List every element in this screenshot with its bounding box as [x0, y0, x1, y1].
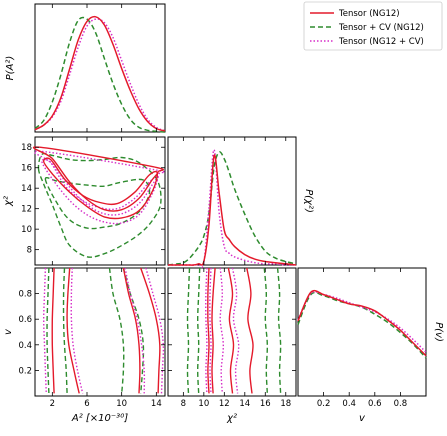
x-tick-label-chi2-3: 14 [239, 399, 250, 409]
contour-A2-v-ng12-1 [122, 267, 141, 394]
axis-label-v-x: v [359, 413, 366, 424]
contour-chi2-v-ng12-cv-3 [231, 267, 240, 394]
contour-A2-v-ng12-cv-0 [70, 267, 84, 394]
x-tick-label-A2-0: 2 [50, 399, 55, 409]
axis-label-A2-x: A² [×10⁻³⁰] [71, 413, 128, 424]
axis-label-P-chi2: P(χ²) [303, 189, 314, 213]
x-tick-label-A2-2: 10 [116, 399, 127, 409]
contour-A2-v-ng12-0 [66, 267, 80, 394]
marginal-chi2-ng12-cv [167, 149, 297, 269]
x-tick-label-v-3: 0.8 [394, 399, 408, 409]
y-tick-label-chi2-5: 18 [21, 143, 32, 153]
panel-v-marginal [297, 267, 427, 397]
axis-label-P-A2: P(A²) [5, 56, 16, 81]
legend: Tensor (NG12) Tensor + CV (NG12) Tensor … [303, 1, 443, 51]
axis-label-P-v: P(v) [433, 322, 444, 342]
y-tick-label-chi2-1: 10 [21, 225, 32, 235]
axis-label-chi2-y: χ² [3, 196, 14, 207]
y-tick-label-v-1: 0.4 [18, 341, 32, 351]
x-tick-label-chi2-4: 16 [260, 399, 271, 409]
contour-A2-v-ng12-cv-3 [145, 267, 165, 394]
marginal-chi2-ng12 [167, 154, 297, 266]
x-tick-label-v-0: 0.2 [317, 399, 331, 409]
contour-A2-v-cv-ng12-3 [122, 267, 145, 394]
x-tick-label-chi2-2: 12 [219, 399, 230, 409]
legend-label-ng12: Tensor (NG12) [338, 9, 400, 19]
contour-chi2-v-ng12-cv-2 [205, 267, 208, 394]
contour-chi2-v-cv-ng12-3 [276, 267, 282, 394]
contour-chi2-v-ng12-0 [211, 267, 216, 394]
y-tick-label-v-0: 0.2 [18, 366, 32, 376]
axis-label-v-y: v [3, 328, 14, 335]
legend-label-ng12-cv: Tensor (NG12 + CV) [338, 37, 424, 47]
contour-A2-v-cv-ng12-2 [46, 267, 50, 394]
y-tick-label-chi2-4: 16 [21, 164, 32, 174]
x-tick-label-chi2-5: 18 [280, 399, 291, 409]
marginal-A2-ng12 [34, 15, 166, 132]
contour-A2-v-ng12-3 [140, 267, 161, 394]
x-tick-label-v-2: 0.6 [368, 399, 382, 409]
contour-chi2-v-ng12-1 [227, 267, 235, 394]
contour-A2-chi2-ng12-cv-1 [33, 150, 166, 216]
marginal-A2-ng12-cv [34, 18, 166, 132]
contour-chi2-v-ng12-cv-0 [209, 267, 212, 394]
panel-chi2-v [167, 267, 297, 397]
y-tick-label-v-2: 0.6 [18, 315, 32, 325]
contour-chi2-v-ng12-3 [246, 267, 254, 394]
legend-box [303, 1, 443, 51]
curves-layer [32, 15, 427, 394]
contour-chi2-v-cv-ng12-1 [263, 267, 269, 394]
x-tick-label-A2-3: 14 [151, 399, 162, 409]
contour-chi2-v-cv-ng12-0 [196, 267, 201, 394]
contour-chi2-v-cv-ng12-2 [186, 267, 191, 394]
contour-A2-chi2-ng12-cv-0 [41, 158, 159, 225]
y-tick-label-chi2-3: 14 [21, 184, 32, 194]
panel-A2-chi2 [34, 136, 166, 266]
contour-chi2-v-ng12-cv-1 [219, 267, 225, 394]
contour-A2-chi2-ng12-1 [32, 146, 164, 212]
x-tick-label-v-1: 0.4 [342, 399, 356, 409]
marginal-v-cv-ng12 [297, 291, 427, 359]
contour-A2-v-ng12-2 [51, 267, 55, 394]
panel-A2-marginal [34, 3, 166, 133]
y-tick-label-v-3: 0.8 [18, 290, 32, 300]
contour-A2-v-cv-ng12-0 [62, 267, 68, 394]
marginal-v-ng12 [297, 289, 427, 357]
panel-A2-v [34, 267, 166, 397]
contour-A2-v-cv-ng12-1 [108, 267, 125, 394]
panel-chi2-marginal [167, 136, 297, 266]
legend-label-cv-ng12: Tensor + CV (NG12) [338, 23, 424, 33]
ticks-layer: 2 6 10 14 8 10 12 14 16 18 0.2 0.4 0.6 0.8 8 10 12 14 16 18… [18, 4, 407, 409]
x-tick-label-chi2-1: 10 [198, 399, 209, 409]
marginal-v-ng12-cv [297, 291, 427, 353]
x-tick-label-chi2-0: 8 [181, 399, 186, 409]
contour-A2-chi2-cv-ng12-0 [37, 152, 162, 258]
contour-chi2-v-ng12-2 [207, 267, 210, 394]
contour-A2-chi2-cv-ng12-1 [44, 177, 151, 230]
marginal-chi2-cv-ng12 [167, 151, 297, 266]
x-tick-label-A2-1: 6 [84, 399, 89, 409]
axis-label-chi2-x: χ² [226, 413, 237, 424]
contour-A2-v-ng12-cv-2 [42, 267, 47, 394]
y-tick-label-chi2-2: 12 [21, 205, 32, 215]
y-tick-label-chi2-0: 8 [27, 246, 32, 256]
